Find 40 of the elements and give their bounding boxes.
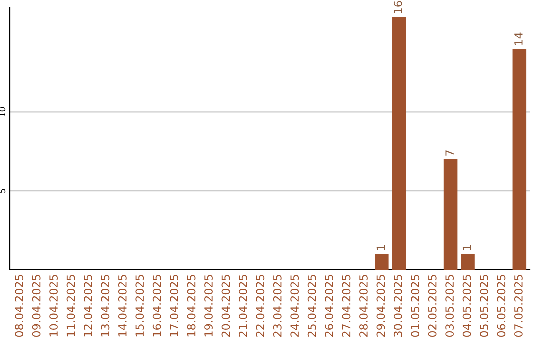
data-label: 1 [462,245,472,250]
x-tick-label: 06.05.2025 [497,275,506,338]
bar [461,254,475,270]
x-tick-label: 03.05.2025 [446,275,454,338]
x-tick-label: 11.04.2025 [66,275,76,337]
x-tick-label: 12.04.2025 [84,275,92,337]
x-tick-label: 23.04.2025 [273,275,282,337]
x-tick-label: 07.05.2025 [514,275,523,338]
x-tick-label: 13.04.2025 [101,275,110,337]
x-tick-label: 02.05.2025 [428,275,437,338]
x-tick-label: 26.04.2025 [325,275,334,337]
x-tick-label: 10.04.2025 [50,275,58,337]
x-tick-label: 24.04.2025 [290,275,300,337]
x-tick-label: 18.04.2025 [187,275,196,337]
x-tick-label: 15.04.2025 [136,275,144,337]
x-tick-label: 22.04.2025 [256,275,265,337]
x-tick-label: 25.04.2025 [308,275,316,337]
bar [392,17,406,270]
x-tick-label: 27.04.2025 [342,275,351,337]
x-tick-label: 14.04.2025 [118,275,127,337]
x-tick-label: 30.04.2025 [394,275,402,337]
data-label: 16 [394,1,402,14]
x-tick-label: 21.04.2025 [238,275,248,337]
x-tick-label: 20.04.2025 [222,275,230,337]
x-tick-label: 01.05.2025 [411,275,420,338]
data-label: 7 [446,150,454,156]
x-tick-label: 04.05.2025 [462,275,472,338]
x-tick-label: 29.04.2025 [376,275,386,337]
data-label: 14 [514,32,523,46]
x-tick-label: 05.05.2025 [480,275,488,338]
x-tick-label: 09.04.2025 [32,275,41,338]
data-label: 1 [376,245,385,250]
x-tick-label: 16.04.2025 [152,275,162,337]
x-tick-label: 08.04.2025 [15,275,24,338]
x-tick-label: 19.04.2025 [204,275,213,337]
x-tick-label: 17.04.2025 [170,275,179,337]
x-tick-label: 28.04.2025 [360,275,368,337]
bar [512,49,527,270]
bar [444,160,458,270]
bar [375,254,389,270]
